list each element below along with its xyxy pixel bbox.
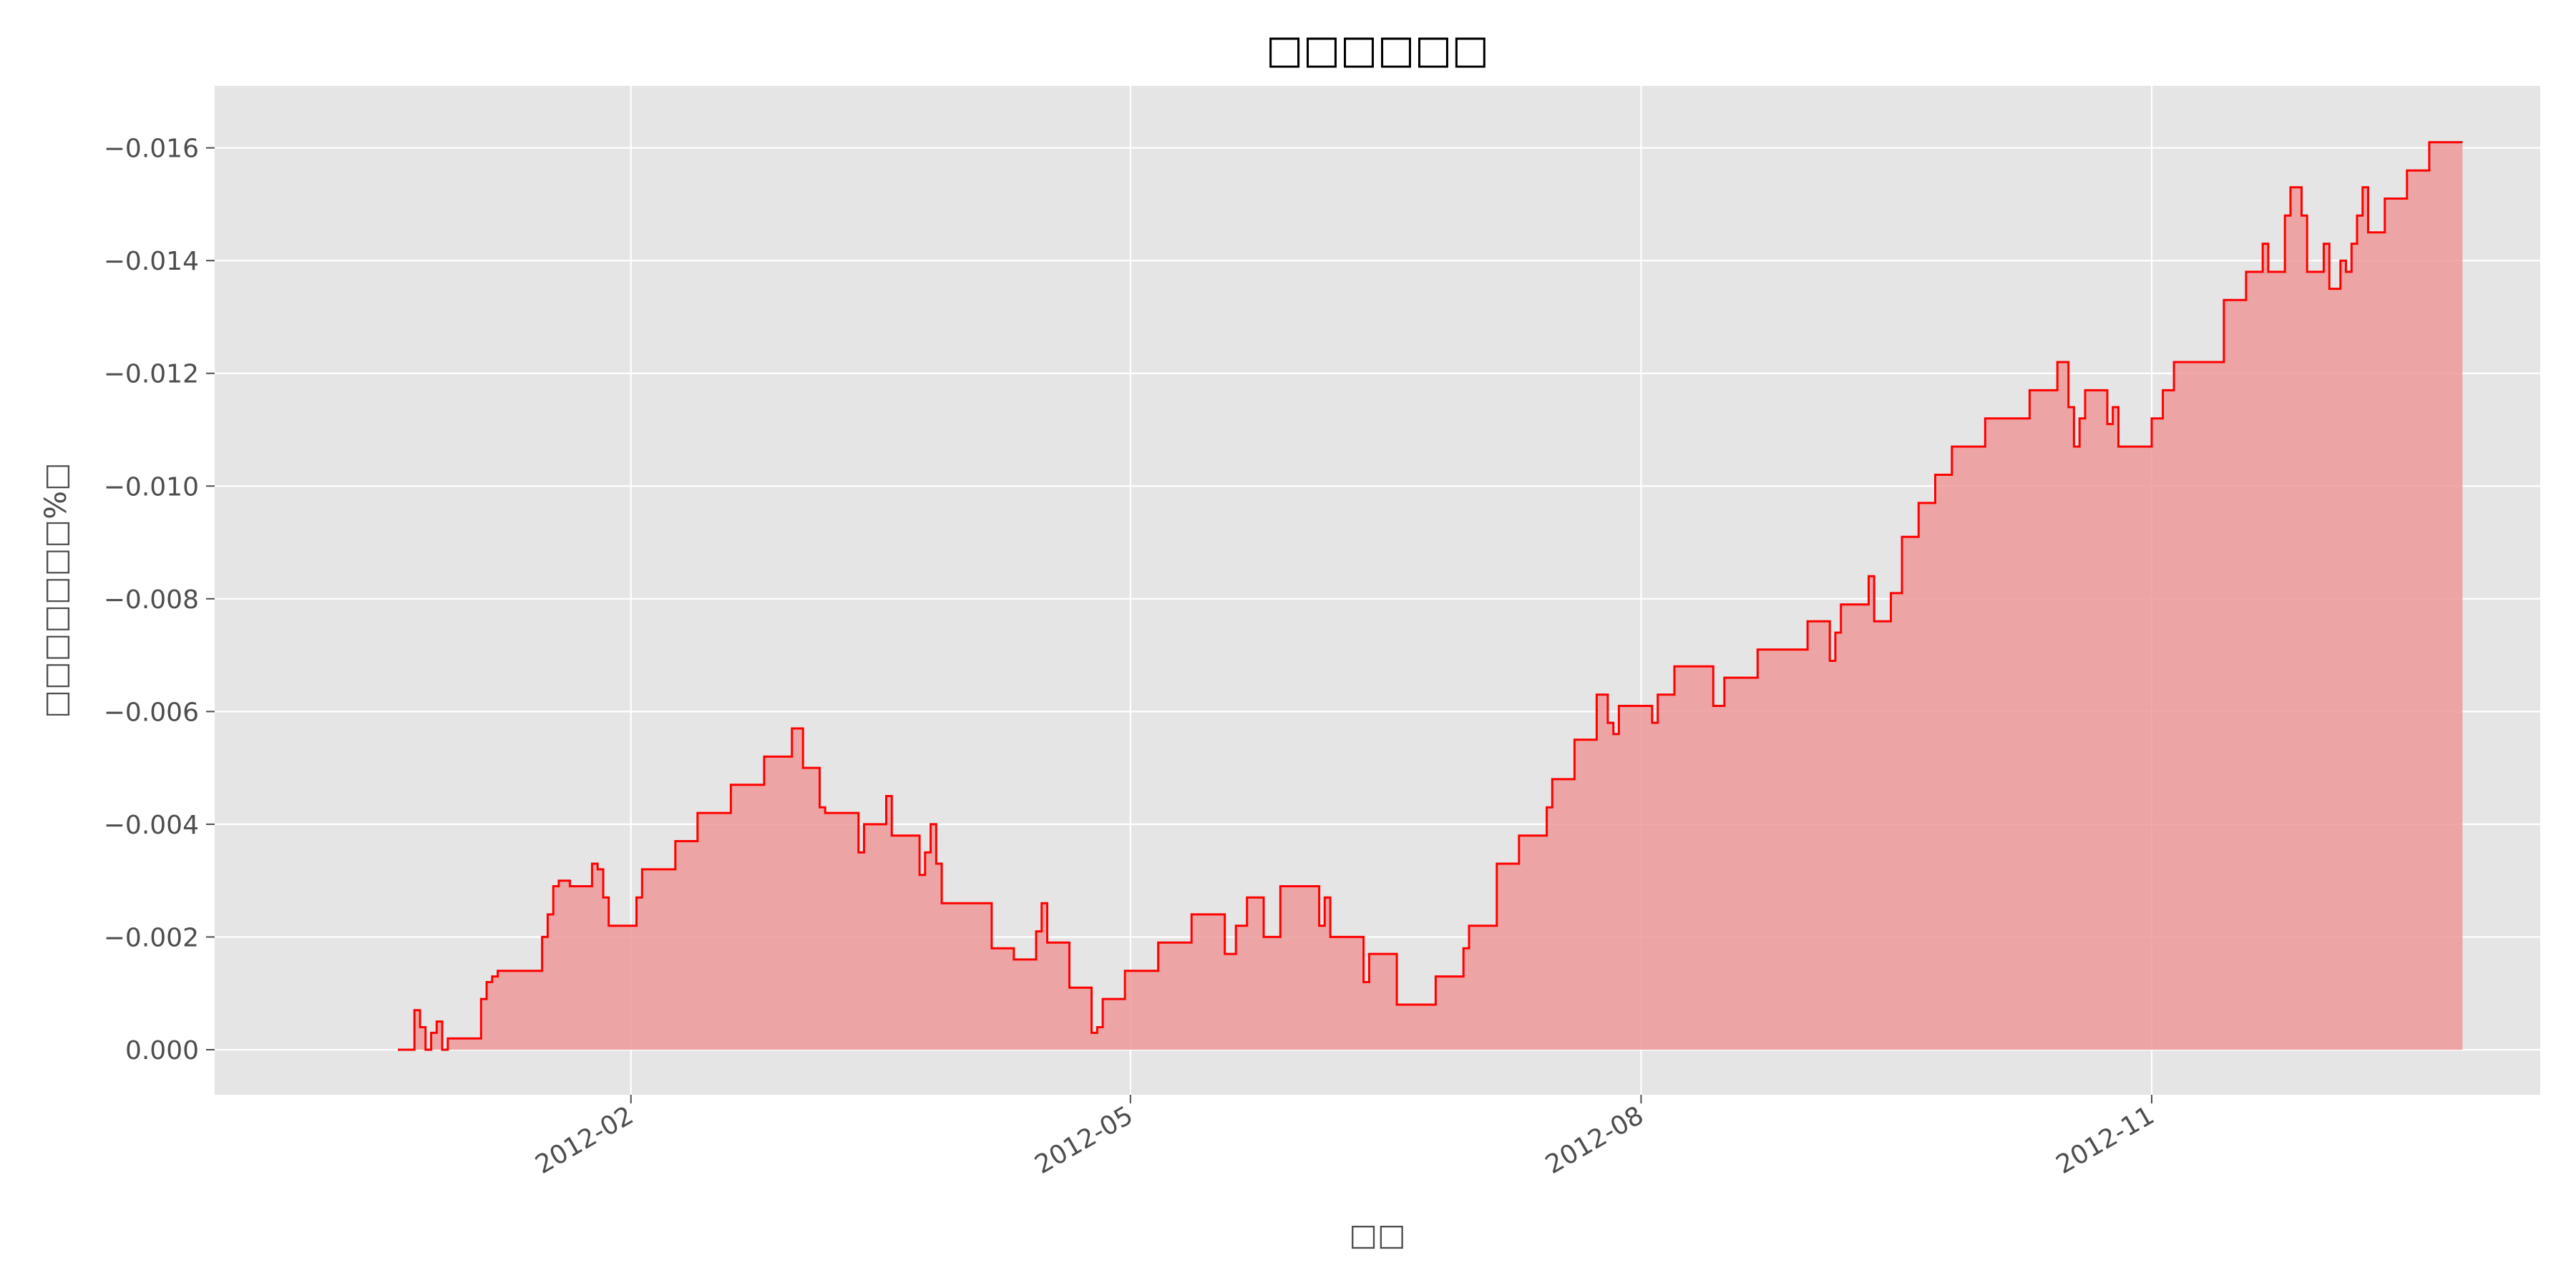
y-tick-label: −0.016 bbox=[104, 135, 199, 164]
y-axis-label: □□□□□□□%□ bbox=[38, 462, 73, 718]
x-axis-label: □□ bbox=[1349, 1217, 1405, 1252]
y-tick-label: −0.010 bbox=[104, 472, 199, 502]
x-axis-ticks: 2012-02 2012-05 2012-08 2012-11 bbox=[530, 1095, 2160, 1180]
y-tick-label: −0.012 bbox=[104, 360, 199, 389]
y-tick-label: −0.006 bbox=[104, 698, 199, 727]
x-tick-label: 2012-08 bbox=[1541, 1101, 1649, 1180]
y-tick-label: 0.000 bbox=[125, 1036, 199, 1065]
y-tick-label: −0.014 bbox=[104, 247, 199, 276]
x-tick-label: 2012-02 bbox=[530, 1101, 638, 1180]
y-tick-label: −0.004 bbox=[104, 811, 199, 840]
drawdown-area bbox=[398, 142, 2463, 1050]
drawdown-line bbox=[398, 141, 2463, 1051]
x-tick-label: 2012-05 bbox=[1030, 1101, 1138, 1180]
chart-title: □□□□□□ bbox=[1266, 26, 1489, 72]
y-axis-ticks: 0.000 −0.002 −0.004 −0.006 −0.008 −0.010 −0.01… bbox=[104, 135, 215, 1065]
x-tick-label: 2012-11 bbox=[2051, 1101, 2160, 1180]
y-tick-label: −0.008 bbox=[104, 585, 199, 615]
y-tick-label: −0.002 bbox=[104, 923, 199, 952]
